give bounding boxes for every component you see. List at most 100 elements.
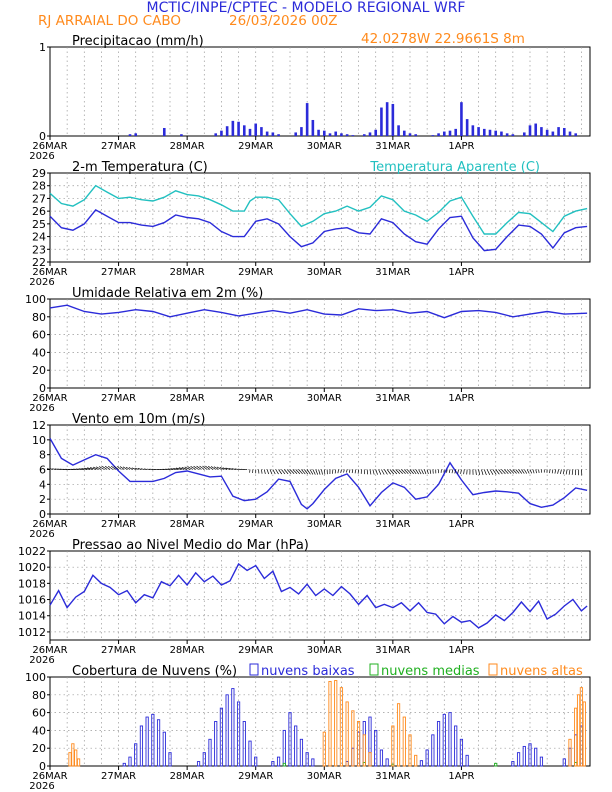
- bar-nuvens-baixas: [459, 738, 464, 767]
- wind-barb: [457, 469, 459, 474]
- y-tick-label: 2: [39, 493, 46, 506]
- y-tick-label: 0: [39, 382, 46, 395]
- wind-barb: [532, 469, 535, 474]
- wind-barb: [538, 469, 540, 473]
- bar-nuvens-baixas: [305, 752, 309, 767]
- wind-barb: [108, 465, 114, 470]
- wind-barb: [512, 469, 517, 474]
- x-tick-label: 29MAR: [238, 645, 273, 656]
- x-tick-label: 27MAR: [101, 141, 136, 152]
- y-tick-label: 80: [32, 689, 46, 702]
- wind-barb: [501, 469, 506, 475]
- bar-precip: [460, 102, 463, 136]
- bar-nuvens-altas: [402, 716, 406, 767]
- wind-barb: [315, 469, 319, 475]
- bar-precip: [231, 120, 235, 136]
- wind-barb: [448, 469, 451, 473]
- bar-nuvens-baixas: [151, 713, 155, 767]
- bar-precip: [557, 127, 560, 136]
- wind-barb: [111, 465, 116, 470]
- bar-nuvens-altas: [74, 749, 78, 767]
- panel-frame-6: [49, 676, 591, 767]
- bar-precip: [408, 133, 412, 136]
- x-tick-label: 1APR: [448, 771, 474, 782]
- wind-barb: [89, 467, 96, 470]
- y-tick-label: 0: [39, 130, 46, 143]
- x-tick-label: 30MAR: [307, 141, 342, 152]
- y-tick-label: 1012: [18, 626, 46, 639]
- bar-nuvens-altas: [356, 721, 361, 767]
- wind-barb: [187, 466, 194, 470]
- wind-barb: [529, 469, 533, 474]
- panel-title: Umidade Relativa em 2m (%): [72, 286, 263, 301]
- x-tick-label: 1APR: [448, 519, 474, 530]
- bar-precip: [545, 129, 549, 136]
- bar-precip: [260, 127, 263, 136]
- wind-barb: [213, 466, 219, 470]
- wind-barb: [275, 469, 279, 475]
- wind-barb: [523, 469, 528, 474]
- y-tick-label: 8: [39, 449, 46, 462]
- wind-barb: [535, 469, 537, 474]
- bar-precip: [334, 131, 338, 136]
- y-tick-label: 1014: [18, 610, 46, 623]
- bar-precip: [568, 131, 572, 136]
- legend-swatch: [488, 663, 498, 676]
- bar-precip: [448, 130, 452, 136]
- wind-barb: [372, 469, 375, 475]
- wind-barb: [557, 469, 559, 474]
- wind-barb: [418, 469, 422, 475]
- bar-precip: [317, 129, 320, 136]
- bar-precip: [328, 133, 332, 136]
- bar-precip: [402, 130, 406, 136]
- wind-barb: [131, 467, 136, 470]
- y-tick-label: 0: [39, 508, 46, 521]
- y-tick-label: 25: [32, 218, 46, 231]
- bar-nuvens-altas: [339, 687, 344, 767]
- x-tick-label: 1APR: [448, 267, 474, 278]
- wind-barb: [87, 467, 93, 470]
- panel-title: Vento em 10m (m/s): [72, 412, 205, 427]
- bar-precip: [271, 132, 275, 136]
- wind-barb: [104, 465, 111, 470]
- bar-nuvens-altas: [351, 710, 355, 767]
- wind-barb: [95, 466, 102, 470]
- bar-nuvens-altas: [414, 754, 418, 767]
- bar-nuvens-baixas: [242, 721, 246, 767]
- bar-precip: [237, 121, 240, 136]
- x-tick-label: 26MAR: [32, 771, 67, 782]
- wind-barb: [231, 468, 236, 470]
- header-location: RJ ARRAIAL DO CABO: [38, 13, 181, 29]
- y-tick-label: 1022: [18, 545, 46, 558]
- x-tick-label: 29MAR: [238, 519, 273, 530]
- bar-nuvens-baixas: [528, 743, 532, 767]
- wind-barb: [272, 469, 276, 475]
- bar-nuvens-baixas: [128, 756, 132, 767]
- bar-nuvens-altas: [408, 734, 412, 767]
- bar-nuvens-altas: [579, 687, 584, 767]
- bar-nuvens-baixas: [208, 738, 212, 767]
- y-tick-label: 1018: [18, 577, 46, 590]
- x-tick-label: 31MAR: [375, 267, 410, 278]
- bar-nuvens-baixas: [248, 740, 252, 767]
- wind-barb: [354, 469, 357, 474]
- bar-precip: [500, 131, 503, 136]
- bar-nuvens-baixas: [225, 694, 229, 767]
- y-tick-label: 12: [32, 419, 46, 432]
- bar-precip: [214, 133, 218, 136]
- bar-nuvens-baixas: [162, 731, 166, 767]
- bar-nuvens-baixas: [425, 749, 429, 767]
- y-tick-label: 1020: [18, 561, 46, 574]
- bar-nuvens-baixas: [214, 721, 218, 767]
- bar-precip: [551, 131, 555, 136]
- x-tick-label: 26MAR: [32, 645, 67, 656]
- wind-barb: [423, 469, 427, 475]
- bar-precip: [397, 125, 400, 136]
- bar-nuvens-baixas: [139, 725, 144, 767]
- y-tick-label: 26: [32, 205, 46, 218]
- wind-barb: [47, 468, 51, 470]
- bar-precip: [391, 103, 395, 136]
- bar-precip: [294, 132, 298, 136]
- bar-nuvens-baixas: [122, 762, 126, 767]
- bar-nuvens-baixas: [511, 761, 515, 767]
